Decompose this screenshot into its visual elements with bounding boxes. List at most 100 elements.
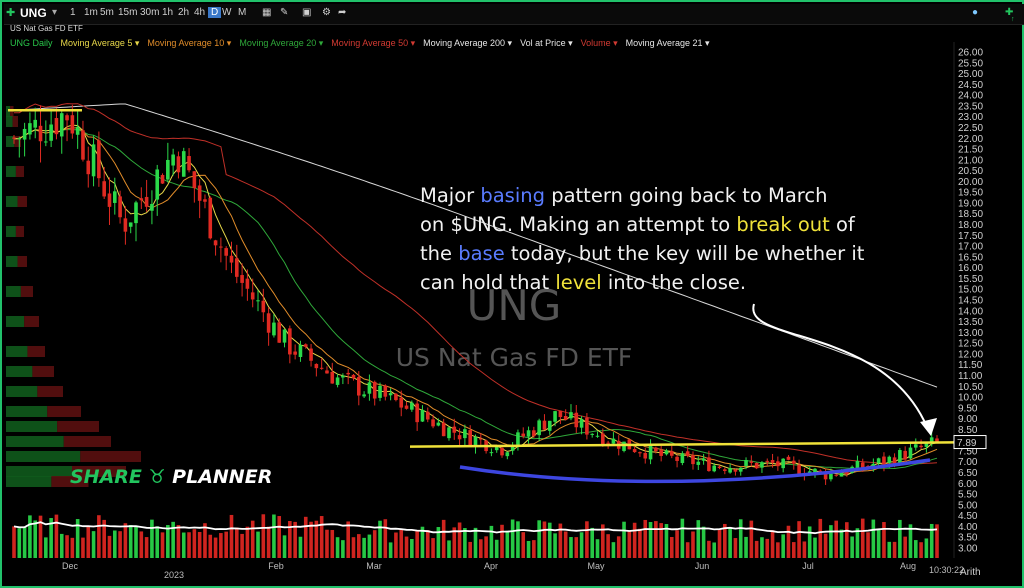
volume-bar: [558, 523, 563, 558]
legend-item[interactable]: Volume ▾: [580, 38, 618, 48]
volume-bar: [362, 537, 366, 558]
timeframe-M[interactable]: M: [238, 7, 247, 18]
candle-body: [823, 471, 828, 480]
candle-body: [33, 119, 38, 128]
volume-bar: [314, 520, 319, 558]
candle-body: [91, 144, 96, 177]
candle-body: [436, 422, 441, 426]
legend-item[interactable]: Moving Average 50 ▾: [331, 38, 416, 48]
vap-bar: [80, 451, 141, 462]
candle-body: [829, 473, 833, 480]
month-label: Aug: [900, 561, 916, 571]
volume-bar: [797, 521, 801, 558]
timeframe-D[interactable]: D: [208, 7, 222, 18]
vap-bar: [15, 226, 24, 237]
volume-bar: [648, 522, 653, 558]
chevron-down-icon[interactable]: ▾: [52, 7, 58, 18]
price-tick-label: 25.00: [958, 69, 983, 80]
candle-body: [611, 438, 616, 444]
plus-icon[interactable]: ✚: [1005, 7, 1014, 18]
volume-bar: [325, 529, 329, 558]
settings-icon[interactable]: ⚙: [322, 7, 331, 18]
legend-item[interactable]: Moving Average 10 ▾: [147, 38, 232, 48]
month-label: Jul: [802, 561, 814, 571]
volume-bar: [723, 523, 727, 558]
candle-body: [49, 124, 53, 141]
timeframe-15m[interactable]: 15m: [118, 7, 138, 18]
timeframe-1h[interactable]: 1h: [162, 7, 174, 18]
candle-body: [38, 125, 43, 142]
volume-bar: [537, 520, 541, 558]
chart-type-icon[interactable]: ▦: [262, 7, 272, 18]
candle-body: [415, 403, 419, 423]
candle-body: [834, 474, 839, 476]
vap-bar: [20, 286, 33, 297]
timeframe-1[interactable]: 1: [70, 7, 76, 18]
share-icon[interactable]: ➦: [338, 7, 347, 18]
legend-item[interactable]: Moving Average 20 ▾: [239, 38, 324, 48]
volume-bar: [685, 542, 690, 558]
volume-bar: [91, 531, 96, 558]
candle-body: [447, 427, 451, 439]
price-tick-label: 17.50: [958, 231, 983, 242]
candle-body: [691, 455, 695, 465]
price-tick-label: 19.00: [958, 198, 983, 209]
add-icon[interactable]: ✚: [6, 7, 16, 19]
legend-item[interactable]: Moving Average 21 ▾: [625, 38, 710, 48]
timeframe-1m[interactable]: 1m: [84, 7, 98, 18]
candle-body: [664, 450, 669, 455]
candle-body: [791, 460, 796, 464]
candle-body: [54, 118, 59, 135]
legend-item[interactable]: Vol at Price ▾: [520, 38, 573, 48]
price-tick-label: 18.50: [958, 209, 983, 220]
volume-bar: [579, 532, 584, 558]
candle-body: [250, 292, 255, 300]
timeframe-W[interactable]: W: [222, 7, 232, 18]
month-label: Jun: [695, 561, 710, 571]
price-tick-label: 7.00: [958, 457, 978, 468]
price-tick-label: 10.50: [958, 382, 983, 393]
drawing-icon[interactable]: ✎: [280, 7, 289, 18]
candle-body: [468, 430, 472, 446]
timeframe-2h[interactable]: 2h: [178, 7, 190, 18]
annotation-segment: into the close.: [602, 271, 746, 294]
volume-bar: [70, 537, 75, 558]
timeframe-5m[interactable]: 5m: [100, 7, 114, 18]
volume-bar: [44, 537, 48, 558]
legend-item[interactable]: Moving Average 5 ▾: [60, 38, 140, 48]
volume-bar: [611, 542, 616, 558]
legend-item[interactable]: UNG Daily: [10, 38, 53, 48]
candle-body: [277, 322, 282, 343]
annotation-segment: level: [555, 271, 601, 294]
volume-bar: [224, 531, 228, 558]
timeframe-4h[interactable]: 4h: [194, 7, 206, 18]
candle-body: [224, 248, 228, 256]
candle-body: [898, 450, 902, 465]
candle-body: [261, 300, 266, 313]
base-curve: [459, 458, 931, 484]
candle-body: [749, 461, 754, 463]
vap-bar: [6, 116, 13, 127]
volume-bar: [134, 526, 138, 558]
candle-body: [659, 450, 663, 456]
price-tick-label: 6.00: [958, 479, 978, 490]
candle-body: [134, 202, 138, 224]
candle-body: [903, 450, 907, 460]
timeframe-30m[interactable]: 30m: [140, 7, 160, 18]
symbol-label[interactable]: UNG: [20, 6, 47, 20]
volume-bar: [351, 537, 356, 558]
price-tick-label: 12.50: [958, 339, 983, 350]
candle-body: [150, 203, 154, 211]
volume-bar: [489, 525, 494, 558]
legend-item[interactable]: Moving Average 200 ▾: [423, 38, 513, 48]
vap-bar: [10, 106, 14, 117]
candle-body: [70, 115, 75, 134]
volume-bar: [277, 516, 282, 558]
vap-bar: [47, 406, 81, 417]
volume-bar: [585, 521, 589, 558]
candle-body: [733, 469, 738, 472]
layout-icon[interactable]: ▣: [302, 7, 312, 18]
vap-bar: [6, 316, 25, 327]
person-icon[interactable]: ●: [972, 7, 979, 18]
